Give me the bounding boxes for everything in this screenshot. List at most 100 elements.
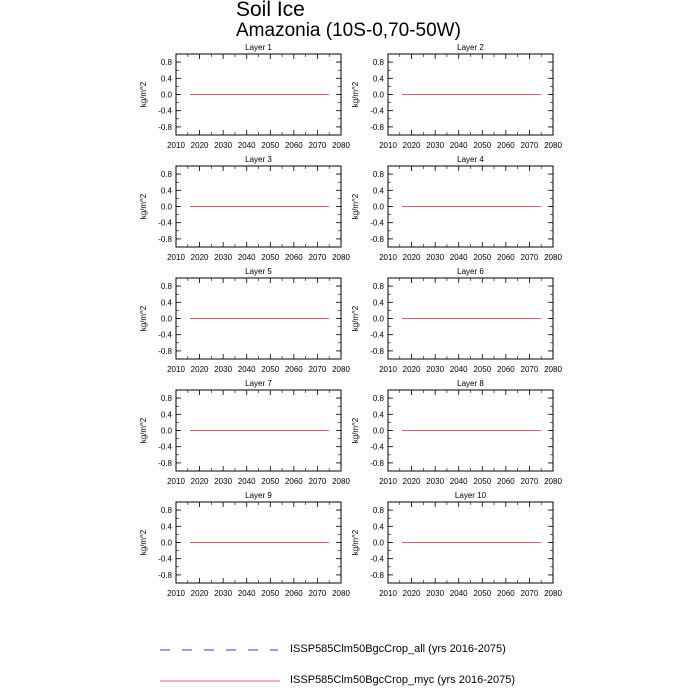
x-tick-label: 2070 (521, 477, 539, 486)
x-tick-label: 2020 (403, 253, 421, 262)
panel-layer-2: Layer 2 2010 2020 2030 2040 2050 2060 2070 2080 0… (351, 43, 562, 150)
y-tick-label: 0.0 (373, 315, 385, 324)
x-tick-label: 2050 (261, 141, 279, 150)
x-tick-label: 2010 (167, 365, 185, 374)
panel-title: Layer 10 (455, 491, 487, 500)
y-tick-label: -0.4 (158, 219, 172, 228)
y-tick-label: 0.8 (161, 282, 173, 291)
x-tick-label: 2040 (450, 477, 468, 486)
y-tick-label: 0.4 (373, 74, 385, 83)
y-axis-label: kg/m^2 (139, 417, 148, 443)
y-tick-label: 0.8 (373, 394, 385, 403)
y-tick-label: -0.4 (158, 555, 172, 564)
panel-layer-8: Layer 8 2010 2020 2030 2040 2050 2060 2070 2080 0… (351, 379, 562, 486)
x-tick-label: 2070 (521, 141, 539, 150)
x-tick-label: 2050 (473, 477, 491, 486)
y-tick-label: -0.4 (370, 331, 384, 340)
y-tick-label: 0.8 (373, 58, 385, 67)
y-tick-label: 0.8 (161, 506, 173, 515)
legend-label-all: ISSP585Clm50BgcCrop_all (yrs 2016-2075) (290, 643, 506, 655)
y-tick-label: 0.4 (373, 298, 385, 307)
x-tick-label: 2060 (285, 141, 303, 150)
y-tick-label: 0.4 (373, 410, 385, 419)
y-tick-label: 0.4 (161, 74, 173, 83)
y-tick-label: -0.4 (370, 107, 384, 116)
y-axis-label: kg/m^2 (139, 305, 148, 331)
x-tick-label: 2080 (332, 365, 350, 374)
x-tick-label: 2070 (309, 141, 327, 150)
legend-entry-myc (160, 671, 280, 691)
y-axis-label: kg/m^2 (139, 193, 148, 219)
y-tick-label: -0.8 (158, 235, 172, 244)
panel-layer-9: Layer 9 2010 2020 2030 2040 2050 2060 2070 2080 0… (139, 491, 350, 598)
y-tick-label: 0.4 (161, 410, 173, 419)
panel-title: Layer 7 (245, 379, 272, 388)
x-tick-label: 2060 (497, 589, 515, 598)
y-tick-label: 0.8 (161, 170, 173, 179)
y-axis-label: kg/m^2 (139, 529, 148, 555)
y-tick-label: 0.0 (373, 539, 385, 548)
x-tick-label: 2020 (191, 141, 209, 150)
chart-subtitle: Amazonia (10S-0,70-50W) (236, 20, 461, 41)
x-tick-label: 2010 (379, 589, 397, 598)
y-tick-label: 0.4 (373, 186, 385, 195)
y-tick-label: -0.4 (158, 443, 172, 452)
x-tick-label: 2080 (332, 589, 350, 598)
x-tick-label: 2010 (167, 253, 185, 262)
x-tick-label: 2080 (544, 253, 562, 262)
x-tick-label: 2040 (238, 365, 256, 374)
x-tick-label: 2060 (285, 365, 303, 374)
y-tick-label: 0.0 (373, 427, 385, 436)
y-tick-label: -0.4 (370, 219, 384, 228)
x-tick-label: 2070 (309, 589, 327, 598)
x-tick-label: 2030 (426, 365, 444, 374)
y-tick-label: 0.0 (373, 91, 385, 100)
panel-layer-6: Layer 6 2010 2020 2030 2040 2050 2060 2070 2080 0… (351, 267, 562, 374)
y-tick-label: -0.8 (158, 347, 172, 356)
x-tick-label: 2060 (497, 365, 515, 374)
panel-layer-1: Layer 1 2010 2020 2030 2040 2050 2060 2070 2080 0… (139, 43, 350, 150)
panel-title: Layer 1 (245, 43, 272, 52)
x-tick-label: 2030 (426, 141, 444, 150)
x-tick-label: 2030 (426, 477, 444, 486)
x-tick-label: 2070 (309, 253, 327, 262)
x-tick-label: 2040 (238, 477, 256, 486)
x-tick-label: 2040 (450, 365, 468, 374)
y-axis-label: kg/m^2 (139, 81, 148, 107)
y-axis-label: kg/m^2 (351, 417, 360, 443)
y-tick-label: 0.8 (373, 506, 385, 515)
y-tick-label: 0.4 (373, 522, 385, 531)
x-tick-label: 2080 (332, 253, 350, 262)
panel-layer-5: Layer 5 2010 2020 2030 2040 2050 2060 2070 2080 0… (139, 267, 350, 374)
x-tick-label: 2010 (379, 253, 397, 262)
y-tick-label: -0.8 (158, 459, 172, 468)
panel-layer-7: Layer 7 2010 2020 2030 2040 2050 2060 2070 2080 0… (139, 379, 350, 486)
x-tick-label: 2030 (426, 589, 444, 598)
x-tick-label: 2030 (214, 141, 232, 150)
y-tick-label: 0.0 (161, 91, 173, 100)
x-tick-label: 2070 (309, 477, 327, 486)
y-tick-label: -0.4 (158, 331, 172, 340)
y-tick-label: -0.8 (158, 571, 172, 580)
legend-label-myc: ISSP585Clm50BgcCrop_myc (yrs 2016-2075) (290, 674, 515, 686)
y-axis-label: kg/m^2 (351, 305, 360, 331)
y-tick-label: 0.4 (161, 186, 173, 195)
x-tick-label: 2050 (261, 589, 279, 598)
x-tick-label: 2030 (214, 589, 232, 598)
y-axis-label: kg/m^2 (351, 529, 360, 555)
x-tick-label: 2060 (285, 477, 303, 486)
x-tick-label: 2080 (544, 589, 562, 598)
y-tick-label: 0.0 (373, 203, 385, 212)
x-tick-label: 2020 (191, 589, 209, 598)
panel-title: Layer 2 (457, 43, 484, 52)
y-tick-label: -0.8 (158, 123, 172, 132)
x-tick-label: 2080 (332, 477, 350, 486)
x-tick-label: 2020 (403, 589, 421, 598)
x-tick-label: 2060 (285, 253, 303, 262)
x-tick-label: 2080 (544, 141, 562, 150)
panel-title: Layer 3 (245, 155, 272, 164)
x-tick-label: 2030 (214, 477, 232, 486)
legend-swatch-myc (160, 680, 280, 682)
panel-title: Layer 5 (245, 267, 272, 276)
